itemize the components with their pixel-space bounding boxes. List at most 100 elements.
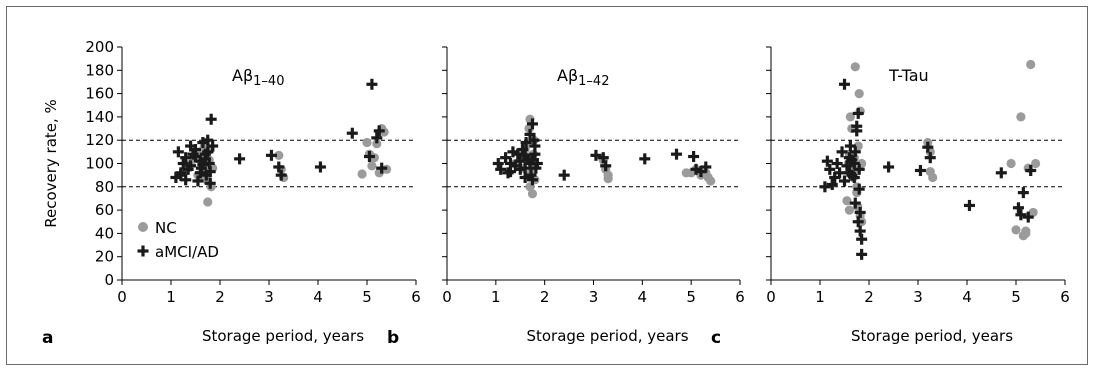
nc-data-point [1006, 158, 1016, 169]
amci-ad-data-point [177, 158, 189, 169]
amci-ad-data-point [839, 78, 850, 90]
amci-ad-data-point [995, 167, 1007, 179]
y-tick-label: 160 [85, 85, 114, 103]
amci-ad-data-point [834, 167, 846, 179]
amci-ad-data-point [275, 169, 287, 181]
amci-ad-data-point [200, 169, 212, 181]
panel-c: 0 1 2 3 4 5 6 Storage period, years c T-Tau [711, 46, 1070, 348]
amci-ad-data-point [192, 175, 204, 187]
amci-ad-data-point [688, 151, 700, 163]
x-tick-label: 1 [491, 288, 501, 306]
y-tick-label: 0 [104, 271, 114, 289]
nc-data-point [527, 189, 538, 199]
x-tick-label: 5 [362, 288, 372, 306]
amci-ad-data-point [519, 171, 531, 183]
amci-ad-data-point [363, 151, 375, 163]
x-tick-label: 6 [1060, 288, 1070, 306]
nc-data-point [1028, 207, 1038, 218]
y-tick-label: 60 [95, 201, 114, 219]
y-axis-label: Recovery rate, % [42, 99, 60, 228]
amci-ad-data-point [187, 148, 199, 160]
amci-ad-data-point [185, 140, 197, 152]
amci-ad-data-point [514, 155, 526, 167]
amci-ad-data-point [1015, 209, 1027, 221]
amci-ad-data-point [504, 158, 516, 169]
x-tick-label: 5 [1011, 288, 1021, 306]
amci-ad-data-point [204, 177, 216, 189]
amci-ad-data-point [600, 160, 612, 172]
x-tick-label: 1 [166, 288, 176, 306]
panel-letter: c [711, 328, 721, 348]
series-amci-ad [170, 78, 388, 189]
x-tick-label: 4 [313, 288, 323, 306]
amci-ad-data-point [205, 113, 217, 125]
x-axis-label: Storage period, years [526, 327, 688, 345]
nc-data-point [357, 169, 367, 179]
amci-ad-data-point [202, 134, 214, 146]
amci-ad-data-point [197, 159, 209, 171]
amci-ad-data-point [851, 125, 863, 137]
nc-data-point [928, 172, 938, 183]
amci-ad-data-point [373, 125, 385, 137]
legend-nc-marker [138, 222, 148, 232]
amci-ad-data-point [695, 166, 707, 178]
amci-ad-data-point [639, 153, 651, 165]
amci-ad-data-point [836, 146, 848, 158]
x-tick-label: 0 [766, 288, 776, 306]
x-tick-label: 3 [913, 288, 923, 306]
nc-data-point [850, 62, 860, 72]
legend-amci-ad-marker [137, 245, 149, 257]
amci-ad-data-point [197, 137, 209, 149]
amci-ad-data-point [517, 144, 529, 156]
amci-ad-data-point [856, 233, 868, 245]
amci-ad-data-point [826, 178, 838, 190]
amci-ad-data-point [963, 199, 975, 211]
amci-ad-data-point [512, 148, 524, 160]
x-tick-label: 6 [411, 288, 421, 306]
nc-data-point [367, 161, 377, 171]
amci-ad-data-point [1012, 202, 1024, 214]
figure-frame [6, 6, 1088, 365]
amci-ad-data-point [492, 158, 504, 169]
amci-ad-data-point [924, 152, 936, 164]
amci-ad-data-point [194, 167, 206, 179]
series-amci-ad [492, 118, 712, 186]
amci-ad-data-point [853, 183, 865, 195]
legend-nc-label: NC [155, 219, 177, 237]
y-tick-label: 80 [95, 178, 114, 196]
amci-ad-data-point [700, 161, 712, 173]
amci-ad-data-point [883, 161, 895, 173]
y-tick-label: 20 [95, 248, 114, 266]
x-tick-label: 0 [117, 288, 127, 306]
nc-data-point [1011, 225, 1021, 235]
nc-data-point [372, 139, 382, 149]
x-tick-label: 4 [638, 288, 648, 306]
x-axis-label: Storage period, years [202, 327, 364, 345]
amci-ad-data-point [526, 174, 538, 186]
x-axis-label: Storage period, years [851, 327, 1013, 345]
amci-ad-data-point [558, 169, 570, 181]
y-tick-label: 140 [85, 108, 114, 126]
x-tick-label: 2 [864, 288, 874, 306]
x-tick-label: 0 [442, 288, 452, 306]
amci-ad-data-point [841, 160, 853, 172]
x-tick-label: 2 [215, 288, 225, 306]
amci-ad-data-point [190, 144, 201, 156]
y-tick-label: 200 [85, 38, 114, 56]
amci-ad-data-point [495, 163, 507, 175]
amci-ad-data-point [202, 146, 214, 158]
amci-ad-data-point [914, 164, 926, 176]
amci-ad-data-point [182, 163, 194, 175]
amci-ad-data-point [509, 160, 521, 172]
nc-data-point [1031, 158, 1041, 169]
panel-b: 0 1 2 3 4 5 6 Storage period, years b Aβ1–42 [387, 46, 745, 348]
amci-ad-data-point [843, 167, 855, 179]
amci-ad-data-point [504, 166, 516, 178]
series-nc [510, 114, 716, 199]
amci-ad-data-point [848, 171, 860, 183]
amci-ad-data-point [346, 127, 358, 139]
amci-ad-data-point [590, 149, 602, 161]
amci-ad-data-point [671, 148, 683, 160]
amci-ad-data-point [529, 148, 541, 160]
amci-ad-data-point [526, 154, 538, 166]
